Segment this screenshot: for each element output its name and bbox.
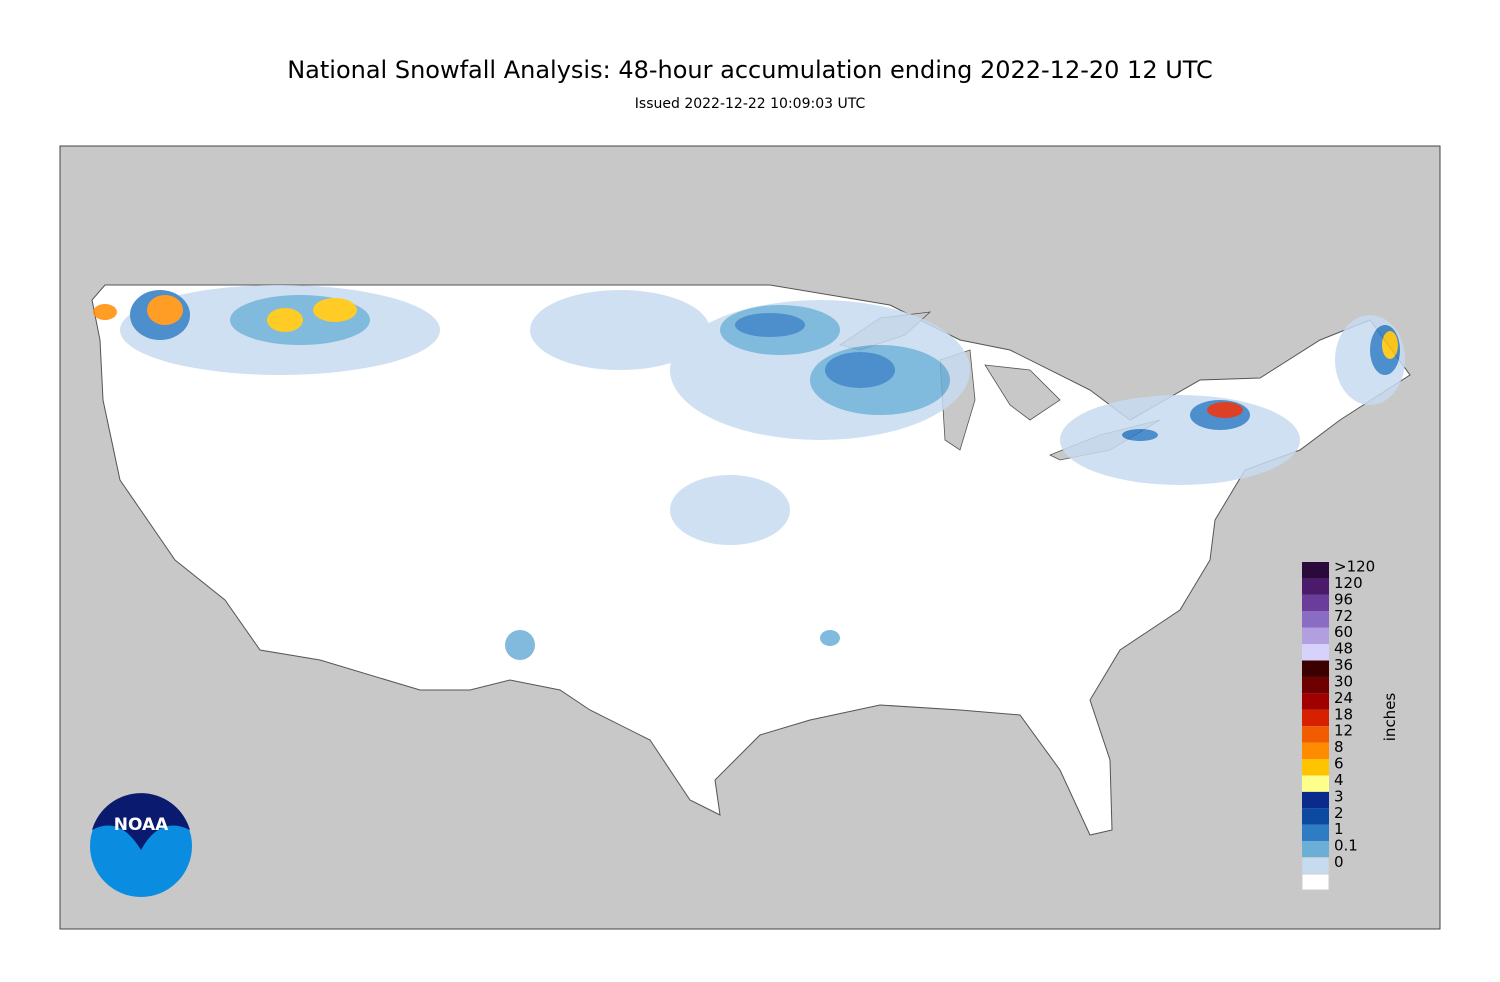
legend-swatch-zero — [1301, 873, 1330, 891]
legend-label: 4 — [1334, 771, 1344, 789]
legend-label: 96 — [1334, 590, 1353, 608]
legend-swatch — [1302, 709, 1329, 727]
legend-swatch — [1302, 676, 1329, 694]
title: National Snowfall Analysis: 48-hour accu… — [287, 56, 1213, 84]
legend-label: >120 — [1334, 558, 1375, 576]
legend-swatch — [1302, 759, 1329, 776]
legend-swatch — [1302, 726, 1329, 743]
legend-swatch — [1302, 693, 1329, 710]
legend-swatch — [1302, 611, 1329, 628]
legend-label: 8 — [1334, 738, 1344, 756]
legend-swatch — [1302, 841, 1329, 858]
legend-label: 18 — [1334, 705, 1353, 723]
legend-swatch — [1302, 660, 1329, 677]
legend-label: 12 — [1334, 722, 1353, 740]
legend-label: 3 — [1334, 787, 1344, 805]
legend-swatch — [1302, 824, 1329, 842]
legend-swatch — [1302, 775, 1329, 792]
legend-label: 6 — [1334, 755, 1344, 773]
legend-label: 72 — [1334, 607, 1353, 625]
legend-swatch — [1302, 791, 1329, 809]
legend-swatch — [1302, 742, 1329, 760]
logo-text: NOAA — [114, 815, 169, 835]
legend-label: 1 — [1334, 820, 1344, 838]
legend-swatch — [1302, 578, 1329, 595]
legend-label: 0.1 — [1334, 837, 1358, 855]
legend-label: 2 — [1334, 804, 1344, 822]
legend-label: 120 — [1334, 574, 1363, 592]
map: NOAA — [59, 145, 1441, 930]
legend-unit: inches — [1381, 693, 1399, 742]
legend-swatch — [1302, 594, 1329, 612]
legend-label: 30 — [1334, 672, 1353, 690]
legend-swatch — [1301, 857, 1330, 875]
legend-swatch — [1302, 627, 1329, 645]
legend-swatch — [1302, 562, 1329, 579]
legend-label: 48 — [1334, 640, 1353, 658]
legend-label: 24 — [1334, 689, 1353, 707]
legend-label: 36 — [1334, 656, 1353, 674]
legend-label: 0 — [1334, 853, 1344, 871]
legend-label: 60 — [1334, 623, 1353, 641]
subtitle: Issued 2022-12-22 10:09:03 UTC — [635, 96, 866, 112]
legend-swatch — [1302, 808, 1329, 825]
snow-areas — [93, 285, 1405, 660]
legend-swatch — [1302, 644, 1329, 661]
logo: NOAA — [90, 793, 192, 897]
